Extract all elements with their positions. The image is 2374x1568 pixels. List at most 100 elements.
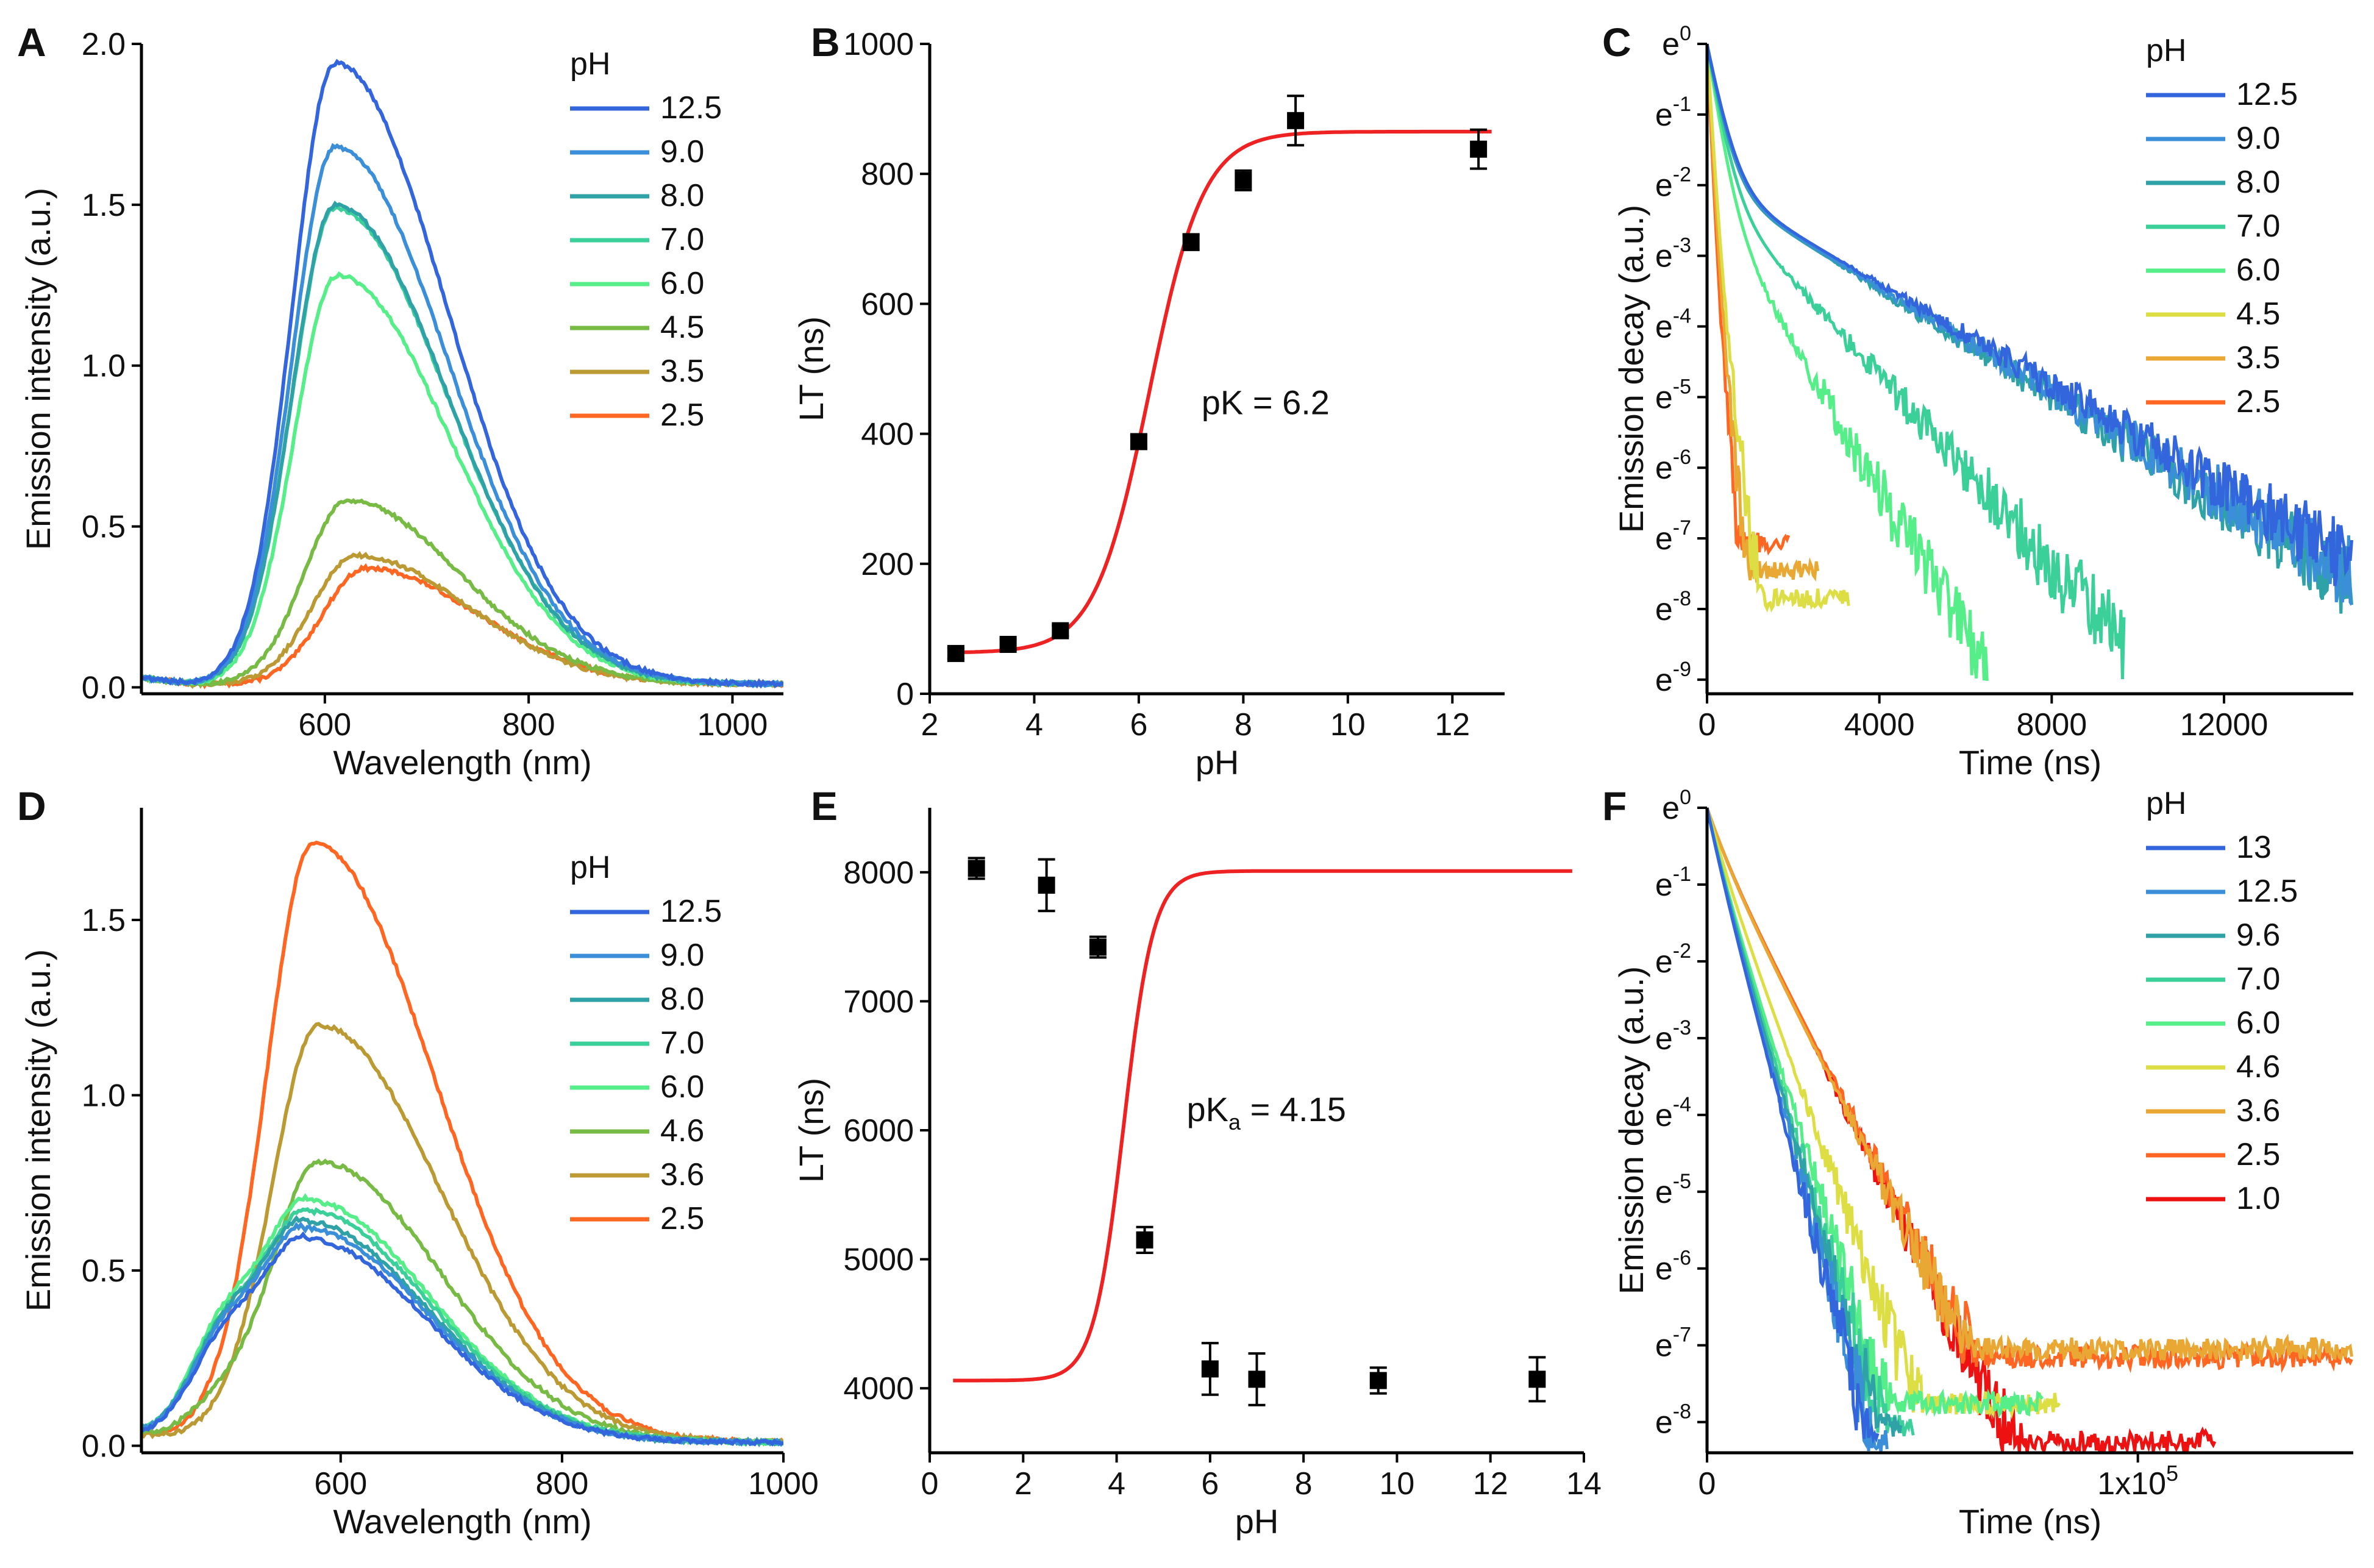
data-point bbox=[1369, 1366, 1387, 1395]
legend-label: 12.5 bbox=[2236, 77, 2298, 112]
x-tick-label: 6 bbox=[1201, 1466, 1219, 1502]
y-tick-label: 0.5 bbox=[82, 510, 126, 545]
panel-A: A 600 800 1000 0.0 0.5 1.0 1.5 2.0 Wavelength (nm… bbox=[17, 20, 783, 782]
y-axis-title: Emission decay (a.u.) bbox=[1612, 205, 1650, 533]
series-line-4.5 bbox=[1707, 43, 1850, 613]
x-tick-label: 4 bbox=[1025, 707, 1043, 743]
annotation-subscript: a bbox=[1228, 1110, 1241, 1135]
x-tick-label: 10 bbox=[1380, 1466, 1415, 1502]
x-tick-label: 12000 bbox=[2180, 707, 2269, 743]
y-tick-label: 2.0 bbox=[82, 27, 126, 62]
y-tick-label: e-8 bbox=[1655, 587, 1691, 627]
y-tick-label: 1000 bbox=[843, 27, 914, 62]
x-tick-label: 8 bbox=[1295, 1466, 1313, 1502]
y-tick-label: e0 bbox=[1662, 786, 1691, 826]
series-line-12.5 bbox=[141, 59, 783, 689]
legend-label: 3.6 bbox=[660, 1157, 704, 1192]
y-tick-label: 600 bbox=[861, 287, 914, 322]
legend-label: 12.5 bbox=[660, 894, 722, 929]
legend-label: 4.6 bbox=[2236, 1049, 2280, 1085]
data-point bbox=[1201, 1342, 1219, 1396]
series-line-2.5 bbox=[141, 563, 783, 690]
point-marker bbox=[1470, 140, 1488, 158]
y-tick-label: e-1 bbox=[1655, 863, 1691, 903]
data-point bbox=[1089, 935, 1107, 959]
legend-label: 7.0 bbox=[2236, 961, 2280, 997]
series-group bbox=[1707, 43, 2353, 682]
panel-C: C 0 4000 8000 12000 e0 e-1 e-2 e-3 e-4 e-5 e-6 e-7 e-… bbox=[1602, 20, 2353, 782]
data-point bbox=[1287, 94, 1305, 147]
y-tick-label: e-3 bbox=[1655, 234, 1691, 274]
point-marker bbox=[1130, 433, 1147, 451]
y-tick-label: 6000 bbox=[843, 1113, 914, 1149]
legend-label: 13 bbox=[2236, 830, 2272, 865]
x-tick-label: 0 bbox=[921, 1466, 939, 1502]
data-point bbox=[947, 644, 964, 662]
y-tick-label: e-5 bbox=[1655, 1170, 1691, 1210]
point-marker bbox=[1248, 1370, 1266, 1388]
data-point bbox=[1038, 858, 1055, 913]
x-tick-label: 8000 bbox=[2016, 707, 2087, 743]
data-point bbox=[1528, 1356, 1546, 1403]
point-marker bbox=[1136, 1231, 1153, 1249]
point-marker bbox=[1287, 112, 1305, 129]
y-tick-label: 0.5 bbox=[82, 1253, 126, 1289]
series-line-6.0 bbox=[1707, 43, 1989, 682]
legend-label: 4.5 bbox=[2236, 296, 2280, 332]
y-tick-exponent: -2 bbox=[1673, 163, 1691, 187]
panel-letter: E bbox=[811, 783, 838, 829]
x-tick-label: 8 bbox=[1235, 707, 1252, 743]
y-tick-exponent: -2 bbox=[1673, 939, 1691, 963]
series-line-3.5 bbox=[1707, 43, 1820, 583]
x-tick-label: 10 bbox=[1330, 707, 1366, 743]
y-tick-label: e-6 bbox=[1655, 1247, 1691, 1287]
data-point bbox=[1182, 233, 1200, 251]
x-axis-title: Time (ns) bbox=[1959, 743, 2101, 782]
y-tick-label: e-2 bbox=[1655, 939, 1691, 980]
legend-label: 4.5 bbox=[660, 310, 704, 345]
x-tick-label: 2 bbox=[1014, 1466, 1032, 1502]
legend-label: 6.0 bbox=[660, 266, 704, 301]
series-line-12.5 bbox=[141, 1231, 783, 1447]
point-marker bbox=[1038, 876, 1055, 894]
legend-label: 8.0 bbox=[660, 982, 704, 1017]
y-tick-exponent: -5 bbox=[1673, 375, 1691, 398]
series-group bbox=[141, 840, 783, 1448]
panel-letter: D bbox=[17, 783, 46, 829]
series-line-9.0 bbox=[141, 1221, 783, 1447]
y-tick-label: 5000 bbox=[843, 1242, 914, 1278]
y-axis-title: Emission intensity (a.u.) bbox=[19, 949, 57, 1311]
panel-F: F 0 1x105 e0 e-1 e-2 e-3 e-4 e-5 e-6 e-7 e-8 Time (n… bbox=[1602, 783, 2353, 1541]
point-marker bbox=[947, 644, 964, 662]
data-point bbox=[1130, 433, 1147, 451]
legend: pH 12.5 9.0 8.0 7.0 6.0 4.5 3.5 2.5 bbox=[570, 46, 722, 433]
point-marker bbox=[1369, 1372, 1387, 1389]
data-point bbox=[999, 635, 1017, 653]
y-tick-exponent: 0 bbox=[1680, 22, 1691, 45]
series-line-7.0 bbox=[1707, 807, 1915, 1437]
legend-title: pH bbox=[570, 850, 610, 885]
y-tick-label: e-3 bbox=[1655, 1016, 1691, 1057]
x-tick-label: 1000 bbox=[748, 1466, 819, 1502]
x-axis-title: Wavelength (nm) bbox=[333, 743, 591, 782]
legend-label: 9.0 bbox=[660, 134, 704, 169]
series-line-6.0 bbox=[1707, 807, 2044, 1419]
legend-label: 9.0 bbox=[2236, 121, 2280, 156]
legend-label: 8.0 bbox=[660, 178, 704, 213]
y-tick-exponent: -9 bbox=[1673, 658, 1691, 681]
x-tick-label: 6 bbox=[1130, 707, 1147, 743]
x-tick-label: 1x105 bbox=[2097, 1461, 2178, 1502]
series-line-13 bbox=[1707, 807, 1880, 1444]
y-tick-exponent: -7 bbox=[1673, 1324, 1691, 1347]
y-tick-exponent: -3 bbox=[1673, 1016, 1691, 1039]
series-line-7.0 bbox=[141, 1206, 783, 1446]
series-group bbox=[141, 59, 783, 690]
series-line-12.5 bbox=[1707, 43, 2353, 586]
data-point bbox=[1248, 1352, 1266, 1406]
annotation-value: = 4.15 bbox=[1241, 1090, 1346, 1128]
y-tick-exponent: -7 bbox=[1673, 516, 1691, 540]
legend-label: 2.5 bbox=[2236, 1137, 2280, 1172]
annotation: pK = 6.2 bbox=[1202, 383, 1330, 422]
y-tick-label: 1.5 bbox=[82, 188, 126, 223]
legend-label: 1.0 bbox=[2236, 1181, 2280, 1216]
